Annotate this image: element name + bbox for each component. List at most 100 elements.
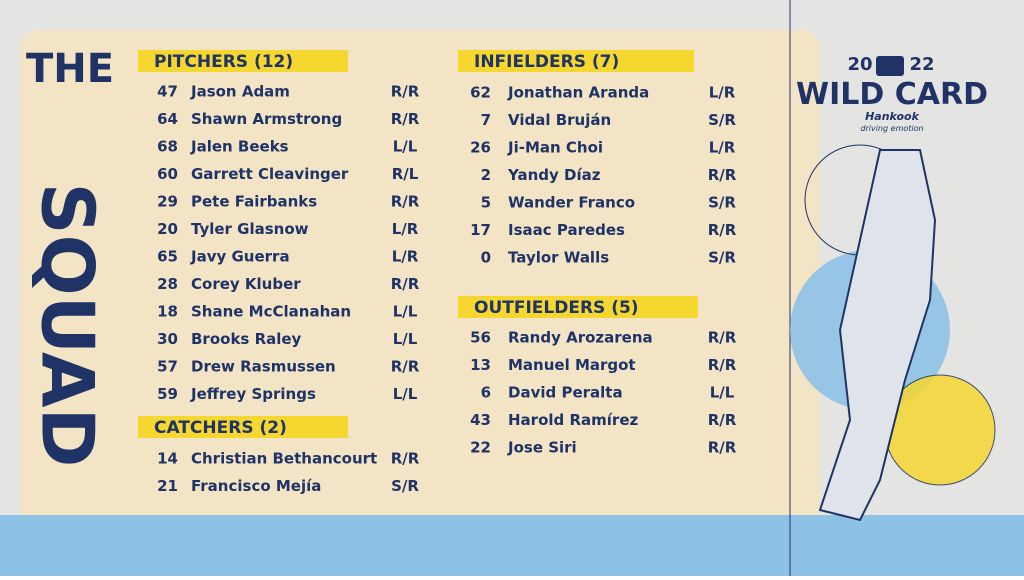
player-number: 29 (157, 193, 178, 211)
bats-throws: R/R (391, 358, 420, 376)
player-number: 0 (481, 249, 491, 267)
roster: PITCHERS (12) 47 Jason Adam R/R 64 Shawn Arms… (138, 50, 737, 495)
player-number: 68 (157, 138, 178, 156)
player-name: Vidal Bruján (508, 111, 611, 129)
player-name: Ji-Man Choi (507, 139, 603, 157)
bats-throws: R/R (708, 221, 737, 239)
player-name: Christian Bethancourt (191, 450, 377, 468)
bats-throws: R/R (391, 83, 420, 101)
player-number: 18 (157, 303, 178, 321)
player-name: David Peralta (508, 384, 623, 402)
player-name: Jason Adam (190, 83, 290, 101)
section-header: INFIELDERS (7) (474, 52, 619, 72)
player-name: Brooks Raley (191, 330, 302, 348)
player-name: Jalen Beeks (190, 138, 289, 156)
bats-throws: L/R (709, 84, 736, 102)
player-name: Randy Arozarena (508, 329, 653, 347)
player-number: 59 (157, 385, 178, 403)
section-header-bar (458, 50, 694, 72)
player-number: 20 (157, 220, 178, 238)
player-name: Manuel Margot (508, 356, 636, 374)
player-name: Shawn Armstrong (191, 110, 342, 128)
logo-year: 20 (847, 54, 872, 75)
bats-throws: S/R (708, 249, 736, 267)
section-header-bar (138, 416, 348, 438)
player-number: 5 (481, 194, 491, 212)
bats-throws: R/R (391, 110, 420, 128)
player-name: Corey Kluber (191, 275, 301, 293)
player-number: 14 (157, 450, 178, 468)
player-number: 21 (157, 477, 178, 495)
bats-throws: L/L (393, 303, 418, 321)
bats-throws: R/R (391, 275, 420, 293)
panel (20, 30, 820, 550)
player-number: 6 (481, 384, 491, 402)
player-name: Jeffrey Springs (190, 385, 316, 403)
player-number: 26 (470, 139, 491, 157)
bats-throws: R/R (708, 411, 737, 429)
player-figure (818, 149, 937, 522)
player-number: 60 (157, 165, 178, 183)
bats-throws: L/L (393, 138, 418, 156)
logo-year: 22 (909, 54, 934, 75)
player-number: 57 (157, 358, 178, 376)
player-number: 2 (481, 166, 491, 184)
section-header: OUTFIELDERS (5) (474, 298, 639, 318)
player-name: Jonathan Aranda (507, 84, 649, 102)
player-number: 65 (157, 248, 178, 266)
bats-throws: L/L (393, 330, 418, 348)
bats-throws: L/R (709, 139, 736, 157)
sponsor: Hankook (865, 110, 919, 123)
bats-throws: R/R (391, 193, 420, 211)
logo-event: WILD CARD (796, 77, 988, 112)
player-name: Pete Fairbanks (191, 193, 317, 211)
bats-throws: S/R (391, 477, 419, 495)
section-header: PITCHERS (12) (154, 52, 293, 72)
bats-throws: R/R (391, 450, 420, 468)
player-name: Isaac Paredes (508, 221, 625, 239)
section-header: CATCHERS (2) (154, 418, 287, 438)
bats-throws: S/R (708, 194, 736, 212)
bats-throws: R/R (708, 356, 737, 374)
mlb-mark (876, 56, 904, 76)
player-name: Harold Ramírez (508, 411, 638, 429)
bats-throws: R/R (708, 329, 737, 347)
player-name: Francisco Mejía (191, 477, 321, 495)
player-name: Javy Guerra (190, 248, 290, 266)
player-number: 13 (470, 356, 491, 374)
bats-throws: S/R (708, 111, 736, 129)
player-name: Drew Rasmussen (191, 358, 336, 376)
player-number: 7 (481, 111, 491, 129)
logo: 20 22 WILD CARD Hankook driving emotion (796, 54, 988, 133)
player-number: 17 (470, 221, 491, 239)
bats-throws: L/R (392, 220, 419, 238)
player-number: 56 (470, 329, 491, 347)
bats-throws: R/R (708, 439, 737, 457)
player-name: Wander Franco (508, 194, 635, 212)
player-number: 30 (157, 330, 178, 348)
player-number: 47 (157, 83, 178, 101)
player-number: 62 (470, 84, 491, 102)
player-number: 64 (157, 110, 178, 128)
bats-throws: L/L (393, 385, 418, 403)
player-number: 28 (157, 275, 178, 293)
player-number: 43 (470, 411, 491, 429)
title-the: THE (26, 46, 114, 92)
player-name: Garrett Cleavinger (191, 165, 349, 183)
tagline: driving emotion (860, 124, 923, 133)
player-number: 22 (470, 439, 491, 457)
title-squad: SQUAD (25, 183, 109, 468)
player-name: Jose Siri (507, 439, 577, 457)
player-name: Taylor Walls (508, 249, 609, 267)
section-header-bar (138, 50, 348, 72)
bats-throws: L/L (710, 384, 735, 402)
bats-throws: L/R (392, 248, 419, 266)
bottom-band (0, 515, 1024, 576)
bats-throws: R/L (392, 165, 419, 183)
bats-throws: R/R (708, 166, 737, 184)
player-name: Shane McClanahan (191, 303, 351, 321)
player-name: Yandy Díaz (507, 166, 601, 184)
section-header-bar (458, 296, 698, 318)
player-name: Tyler Glasnow (191, 220, 309, 238)
